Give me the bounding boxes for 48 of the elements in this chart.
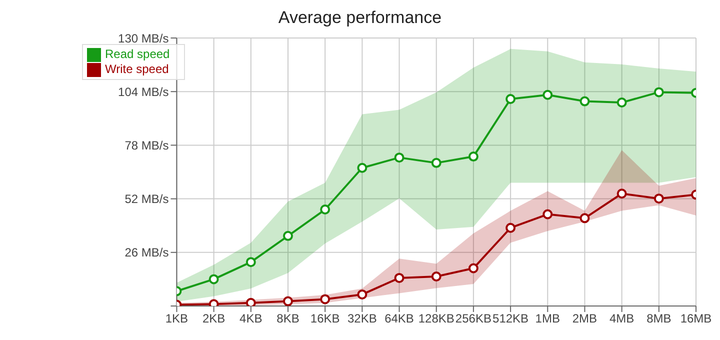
point xyxy=(431,158,442,168)
point xyxy=(506,94,516,104)
point xyxy=(654,194,664,204)
x-tick-label: 32KB xyxy=(347,312,377,326)
legend-label: Read speed xyxy=(105,47,170,61)
point xyxy=(616,98,627,108)
point xyxy=(542,209,553,220)
x-tick-label: 8MB xyxy=(646,312,672,326)
point xyxy=(468,263,478,274)
point xyxy=(580,213,590,224)
y-tick-label: 104 MB/s xyxy=(118,84,169,99)
x-tick-label: 1KB xyxy=(165,312,188,326)
x-tick-label: 16MB xyxy=(680,312,712,326)
x-tick-label: 128KB xyxy=(418,312,454,326)
point xyxy=(580,96,590,106)
point xyxy=(357,162,368,173)
point xyxy=(542,90,553,100)
x-tick-label: 4KB xyxy=(240,312,262,326)
point xyxy=(431,272,442,282)
point xyxy=(282,296,293,306)
x-tick-label: 512KB xyxy=(492,312,529,326)
x-tick-label: 2MB xyxy=(572,312,598,326)
y-tick-label: 130 MB/s xyxy=(118,31,169,46)
point xyxy=(357,289,368,300)
x-tick-label: 8KB xyxy=(276,312,300,326)
point xyxy=(394,272,404,283)
x-tick-label: 64KB xyxy=(384,312,414,326)
y-tick-label: 78 MB/s xyxy=(124,138,169,152)
x-tick-label: 2KB xyxy=(202,312,226,326)
legend-label: Write speed xyxy=(105,62,169,76)
point xyxy=(320,294,330,304)
y-tick-label: 26 MB/s xyxy=(124,246,169,260)
x-tick-label: 4MB xyxy=(609,312,634,326)
x-tick-label: 1MB xyxy=(535,312,560,326)
x-tick-label: 16KB xyxy=(310,312,340,326)
point xyxy=(320,204,330,215)
point xyxy=(394,152,404,163)
x-tick-label: 256KB xyxy=(455,312,492,326)
point xyxy=(282,230,293,241)
point xyxy=(246,298,256,306)
point xyxy=(468,152,478,162)
chart-title: Average performance xyxy=(277,8,443,29)
point xyxy=(654,87,664,98)
point xyxy=(616,188,627,199)
y-tick-label: 52 MB/s xyxy=(124,192,169,206)
point xyxy=(506,222,516,233)
point xyxy=(208,274,219,284)
point xyxy=(246,257,256,268)
